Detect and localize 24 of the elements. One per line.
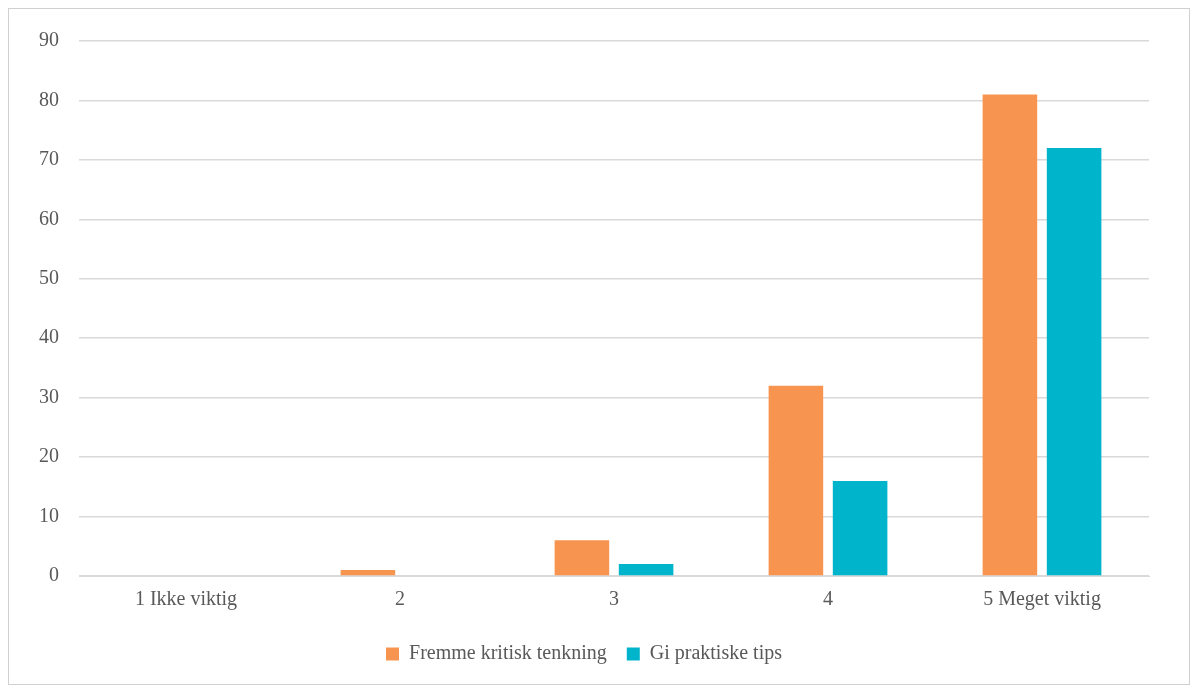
y-tick-label: 40 — [39, 325, 59, 348]
y-tick-label: 50 — [39, 266, 59, 289]
y-tick-label: 20 — [39, 444, 59, 467]
x-tick-label: 4 — [823, 587, 833, 610]
legend-label: Fremme kritisk tenkning — [409, 641, 607, 665]
legend-label: Gi praktiske tips — [649, 641, 783, 665]
x-tick-label: 1 Ikke viktig — [134, 587, 238, 611]
bar — [618, 564, 674, 576]
x-tick-label: 3 — [609, 587, 619, 610]
x-tick-label: 2 — [395, 587, 405, 610]
y-tick-label: 0 — [49, 563, 59, 586]
y-tick-label: 30 — [39, 384, 59, 407]
bar — [1046, 148, 1102, 576]
bar — [340, 570, 396, 576]
y-tick-label: 70 — [39, 147, 59, 170]
bar — [554, 540, 610, 576]
y-tick-label: 90 — [39, 28, 59, 51]
y-tick-label: 60 — [39, 206, 59, 229]
x-tick-label: 5 Meget viktig — [983, 587, 1101, 611]
y-tick-label: 10 — [39, 503, 59, 526]
bar — [832, 480, 888, 576]
y-tick-label: 80 — [39, 87, 59, 110]
bar — [982, 94, 1038, 576]
bar — [768, 385, 824, 576]
